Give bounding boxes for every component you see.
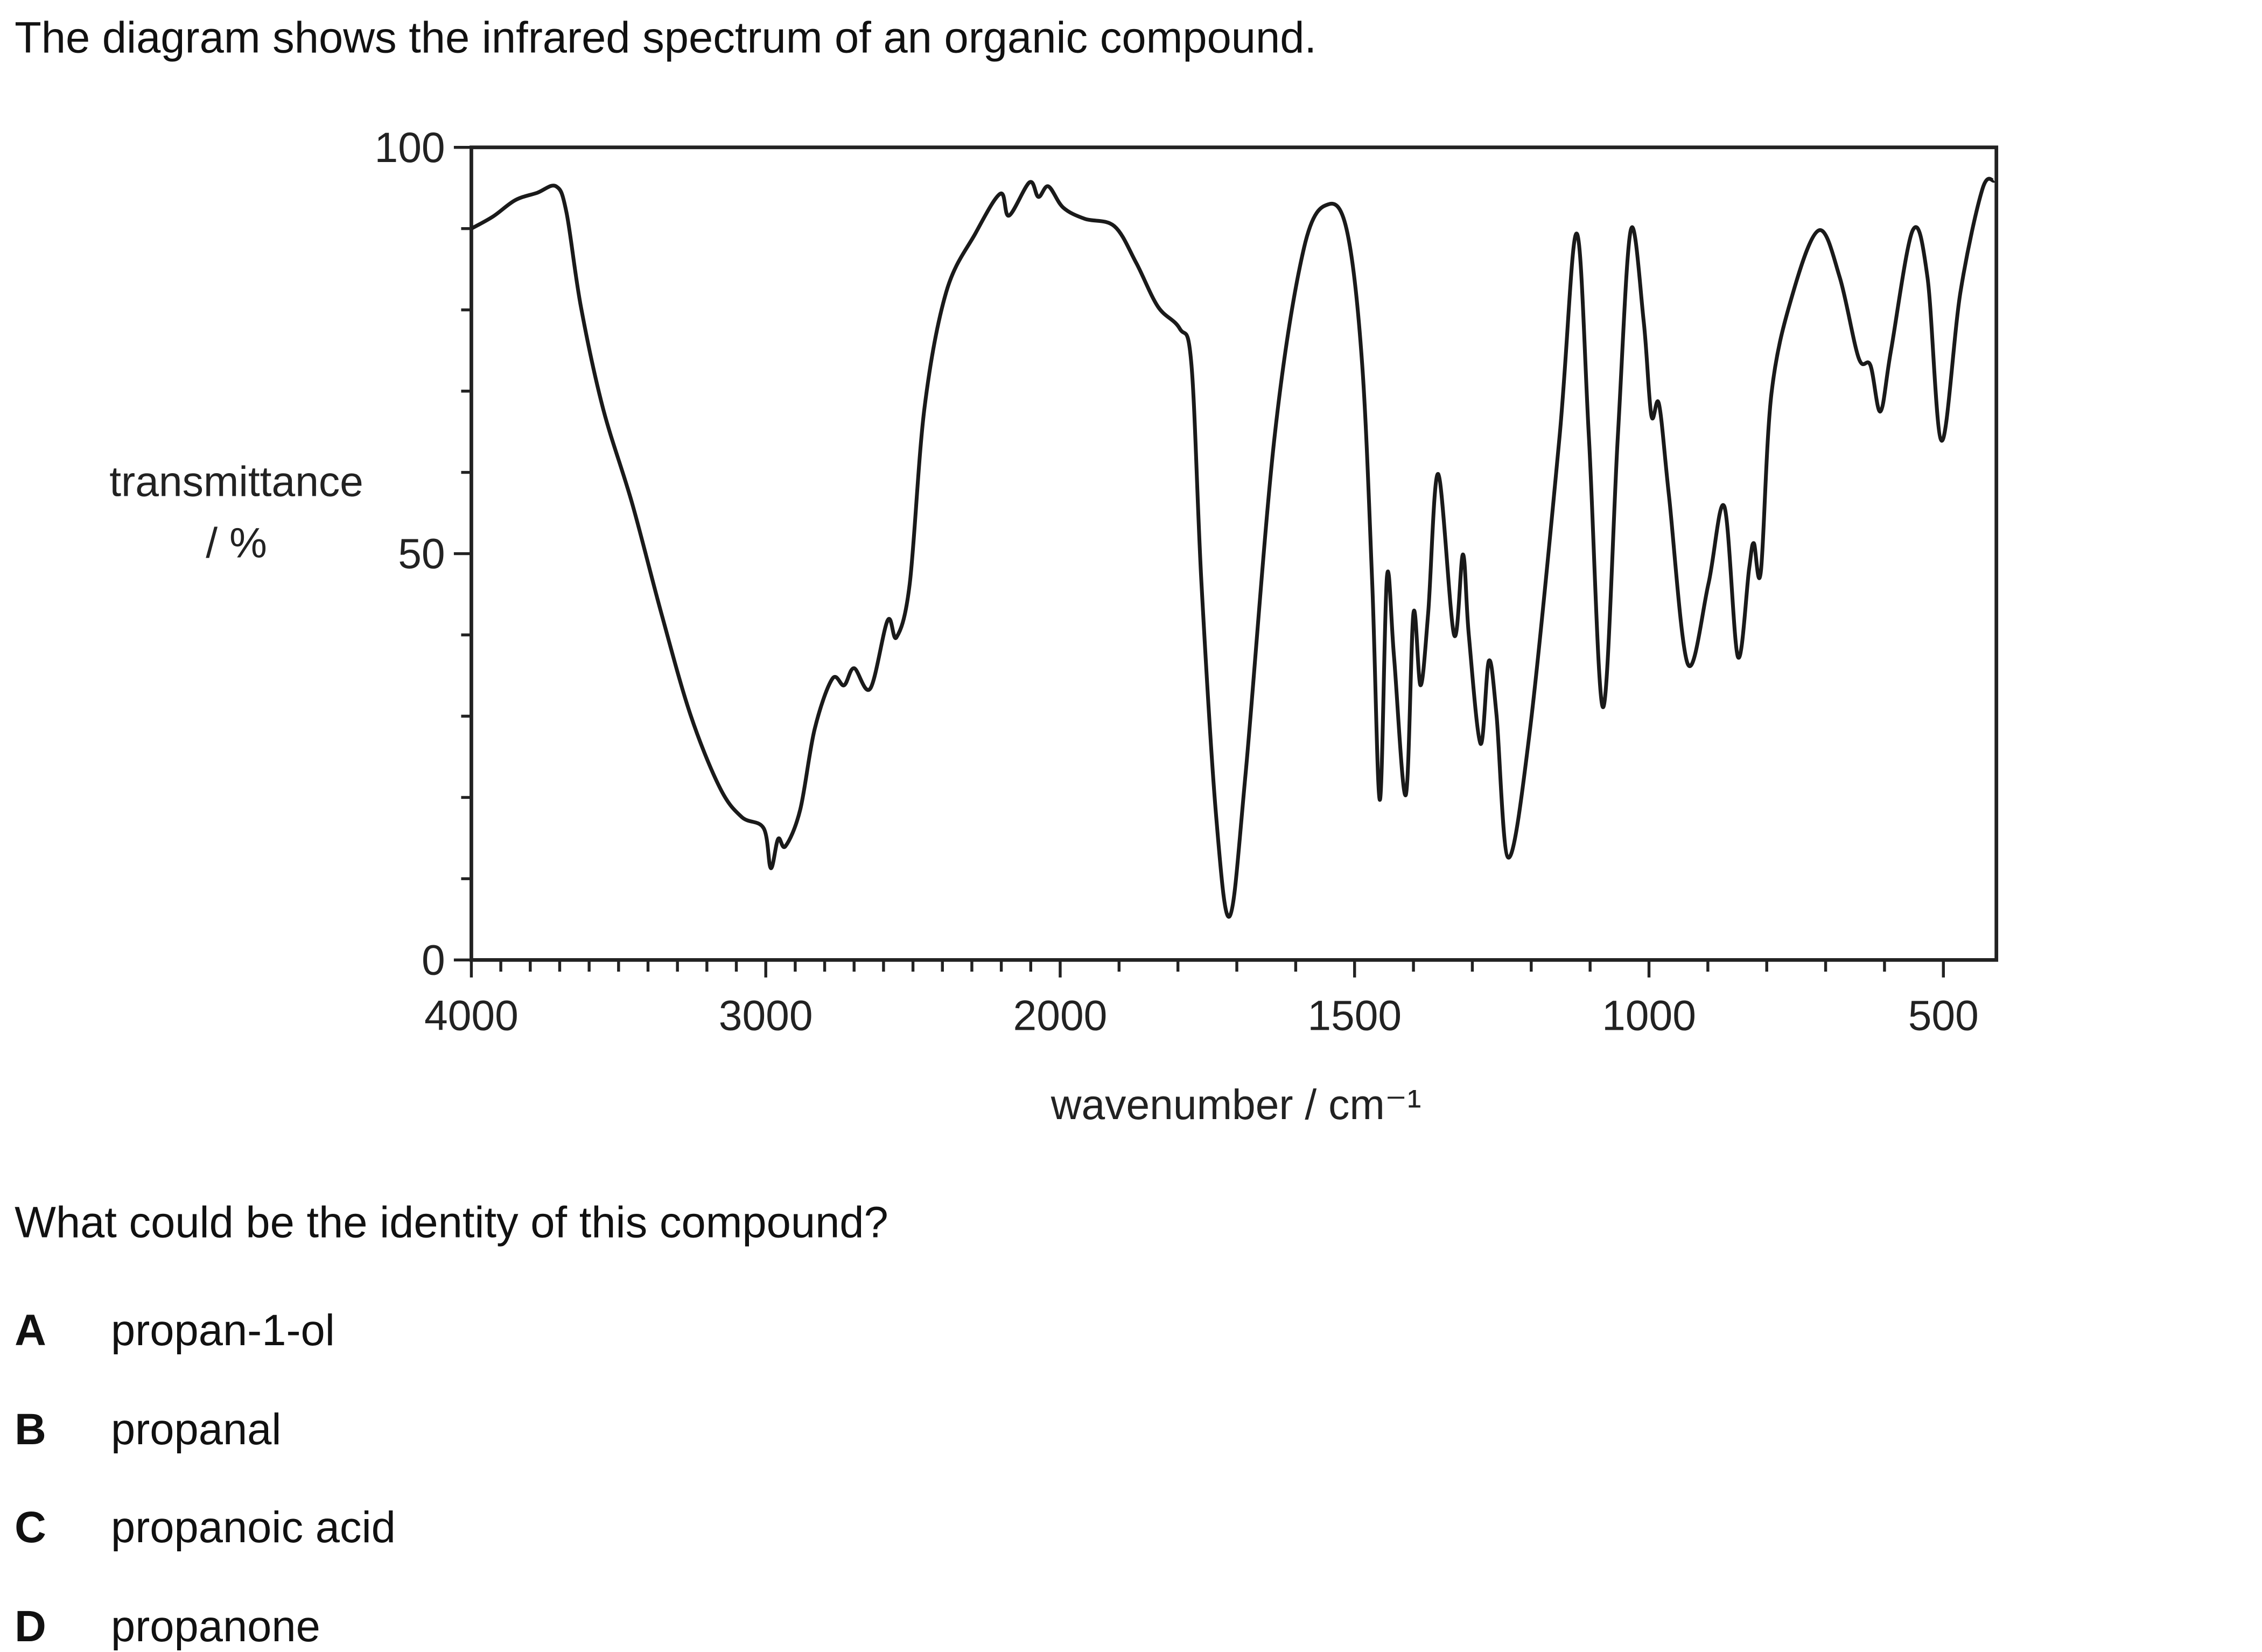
plot-frame [470, 145, 1999, 962]
y-label: transmittance [109, 458, 363, 505]
x-tick-label: 3000 [719, 992, 813, 1039]
chart: transmittance / % wavenumber / cm⁻¹ 0 50 1… [109, 124, 1999, 1128]
option-letter: D [15, 1602, 46, 1651]
option-letter: A [15, 1307, 46, 1355]
option-text: propanal [110, 1405, 282, 1454]
stem: The diagram shows the infrared spectrum … [15, 15, 1317, 63]
y-tick-label: 50 [398, 530, 445, 578]
x-tick-label: 1000 [1602, 992, 1696, 1039]
option-text: propanone [110, 1602, 320, 1651]
x-tick-label: 4000 [424, 992, 519, 1039]
y-tick-label: 100 [375, 124, 445, 171]
option-text: propan-1-ol [110, 1307, 335, 1355]
option-text: propanoic acid [110, 1504, 396, 1552]
option-letter: C [15, 1504, 46, 1552]
x-tick-label: 500 [1908, 992, 1979, 1039]
x-label: wavenumber / cm⁻¹ [1051, 1081, 1421, 1128]
x-tick-label: 2000 [1013, 992, 1108, 1039]
y-unit: / % [206, 519, 267, 566]
option-letter: B [15, 1405, 46, 1454]
spectrum-line [470, 177, 1995, 919]
y-tick-label: 0 [422, 936, 445, 983]
prompt: What could be the identity of this compo… [15, 1199, 888, 1248]
x-tick-label: 1500 [1307, 992, 1402, 1039]
